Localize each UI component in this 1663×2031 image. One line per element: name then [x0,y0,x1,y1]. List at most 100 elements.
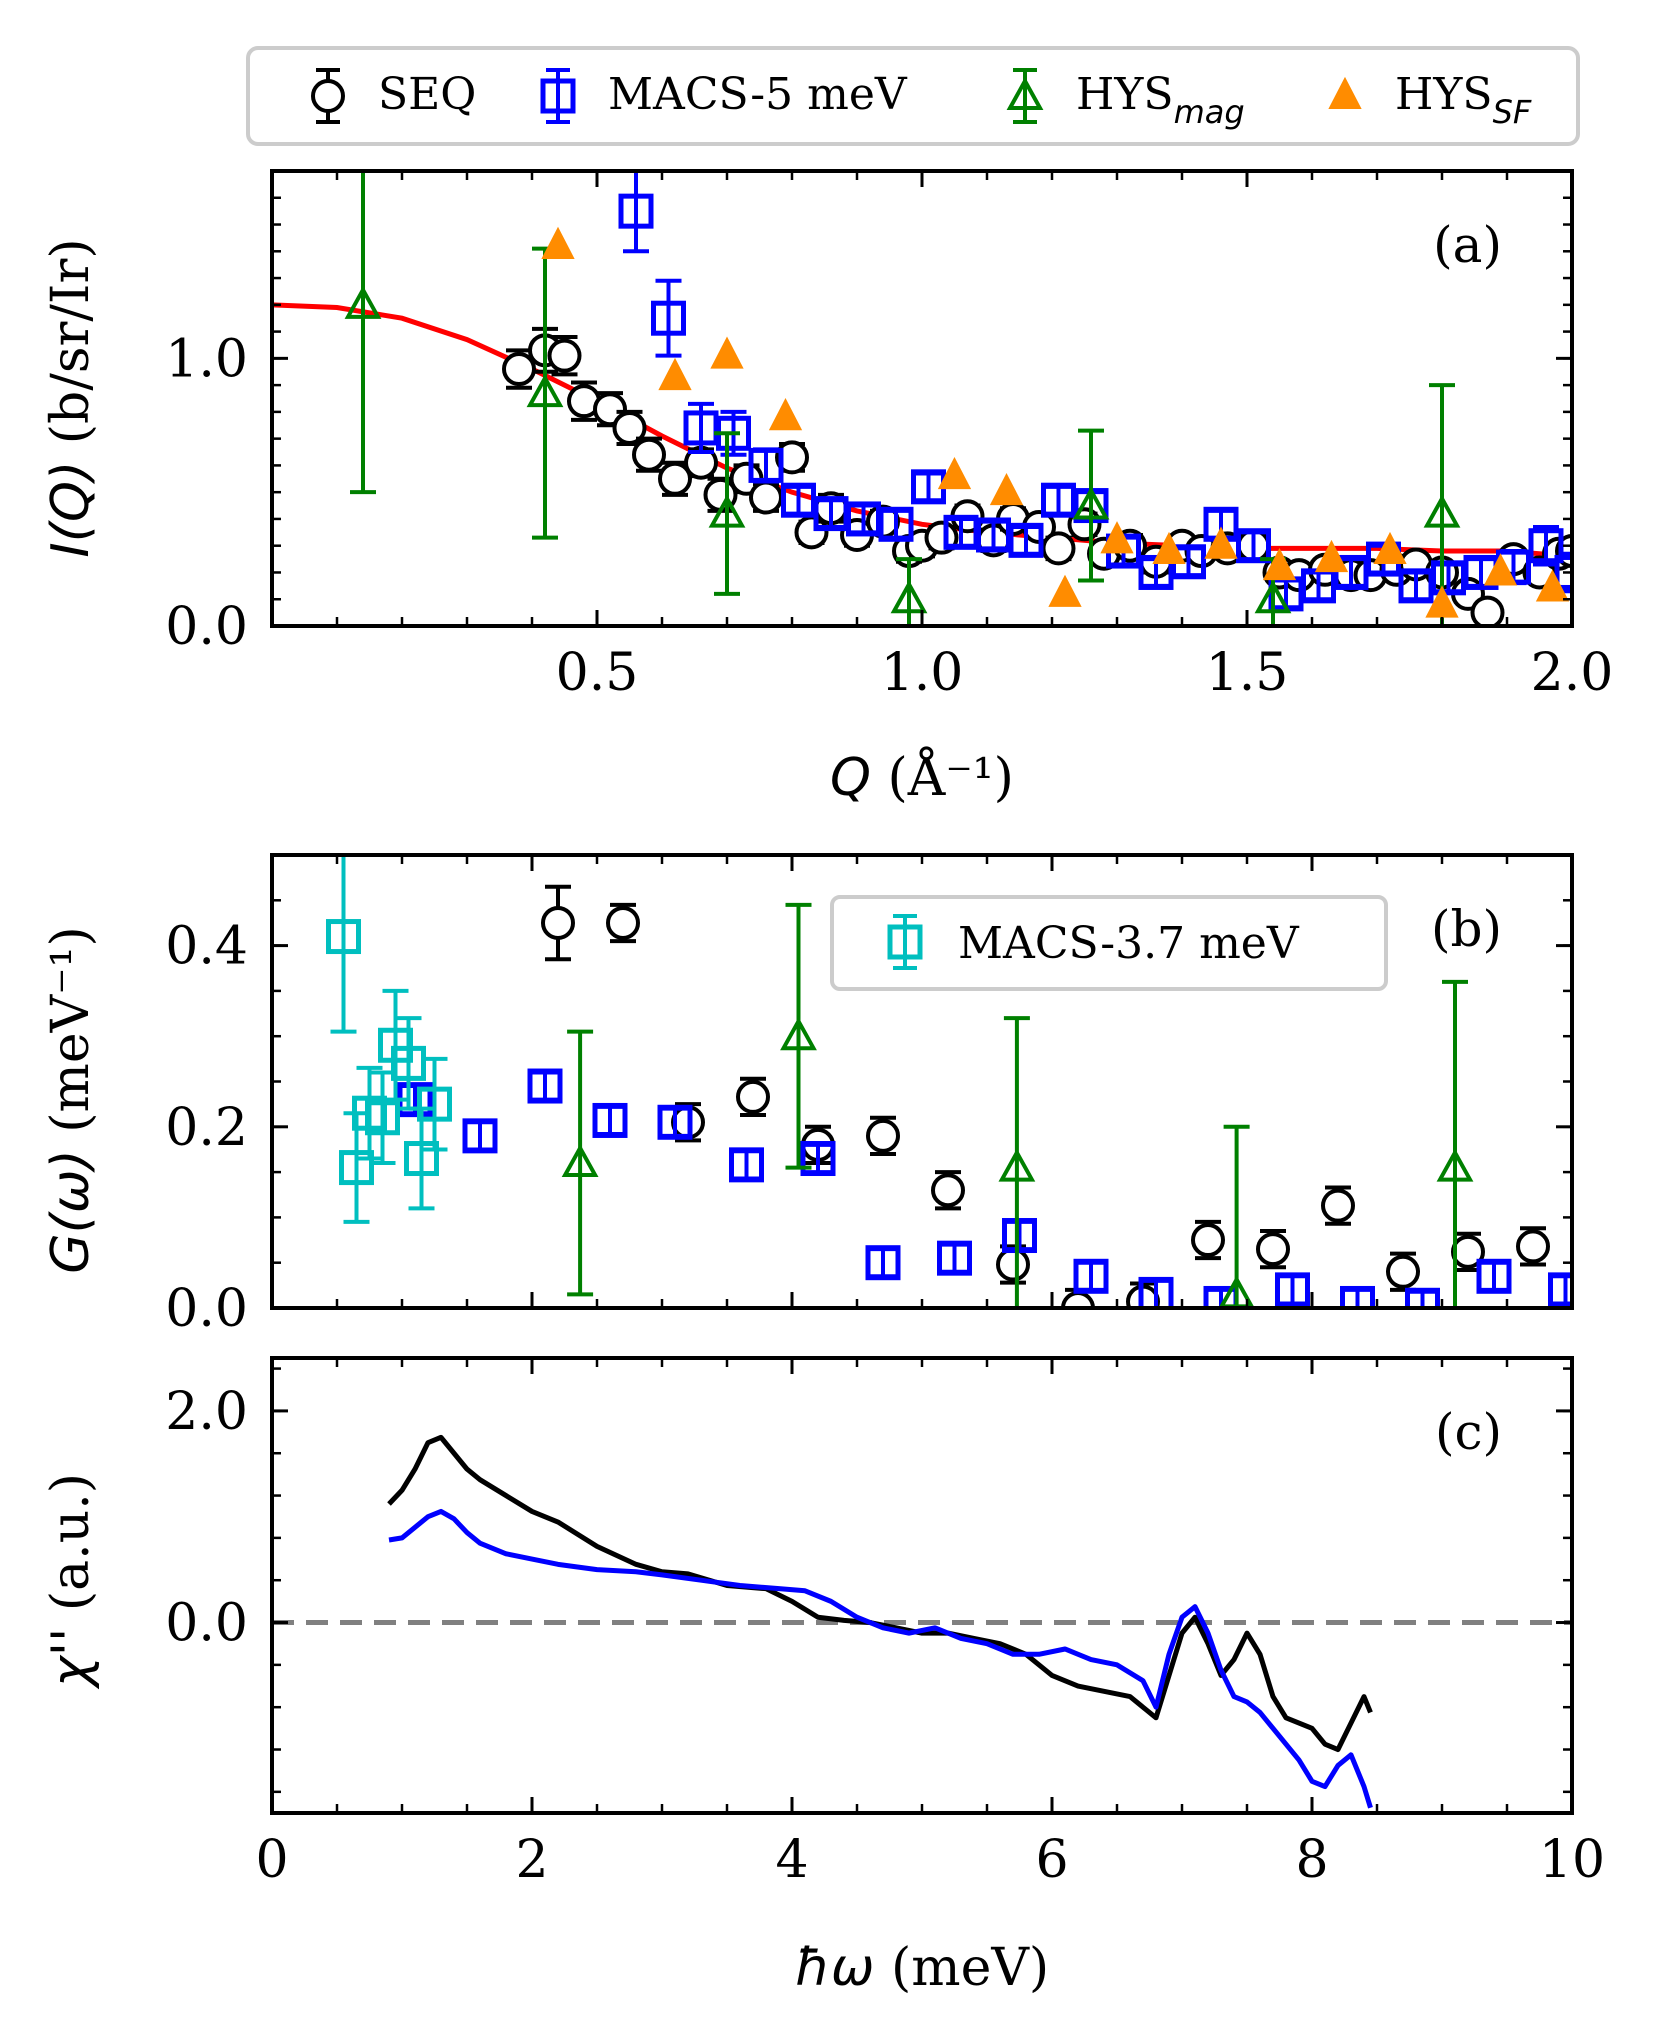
point-seq [866,1118,900,1153]
point-hys-sf [1152,531,1186,565]
point-seq [1256,1232,1290,1267]
point-seq [541,905,575,940]
panel-a-xlabel-italic: Q [830,748,871,808]
legend-entry-seq: SEQ [311,68,476,124]
y-tick-label: 2.0 [165,1382,248,1442]
point-macs-5-mev [1073,1258,1109,1294]
point-macs-5-mev [1236,528,1271,564]
y-tick-label: 0.0 [165,1279,248,1339]
point-hys-mag [890,580,928,614]
legend-label-hys-sf-text: HYSSF [1395,69,1532,131]
point-macs-3-7-mev [404,1141,439,1177]
point-hys-sf [989,472,1024,506]
x-tick-label: 0 [255,1830,288,1890]
x-tick-label: 2.0 [1531,643,1614,703]
legend-marker-shape [540,78,576,114]
point-hys-sf [1425,585,1459,618]
legend-label-hys-sf: HYS [1395,69,1493,120]
legend-label-hys-sf-sub: SF [1493,93,1532,131]
legend-entry-hys-sf: HYSSF [1328,69,1532,131]
point-hys-mag [780,1017,817,1051]
point-seq [658,461,692,496]
panel-a-ylabel-rest: (b/sr/Ir) [41,238,101,460]
panel-c-ticks: 0 2 4 6 8 10 0.0 2.0 [165,1358,1605,1890]
x-tick-label: 6 [1035,1830,1068,1890]
legend-label-hys-mag-text: HYSmag [1076,69,1245,131]
panel-a-frame [270,169,1574,628]
panel-b-ylabel: G(ω) (meV⁻¹) [41,926,101,1273]
panel-c: 0 2 4 6 8 10 0.0 2.0 (c) χ'' (a.u.) ħω (meV) [41,1356,1605,1998]
panel-b-legend-frame [830,895,1388,991]
point-macs-5-mev [878,506,914,542]
panel-a-xlabel: Q (Å⁻¹) [830,746,1014,808]
point-seq [1470,595,1505,626]
legend-label-macs5: MACS-5 meV [608,69,908,120]
fit-curve [272,302,1572,559]
point-macs-5-mev [1476,1258,1512,1294]
point-macs-3-7-mev [326,919,361,955]
point-seq [1386,1254,1420,1289]
series-hys-sf [541,226,1570,618]
y-tick-label: 1.0 [165,329,248,389]
point-macs-5-mev [748,447,784,483]
panel-a-ticks: 0.5 1.0 1.5 2.0 0.0 1.0 [165,169,1614,703]
x-tick-label: 10 [1539,1830,1605,1890]
panel-c-ylabel-italic: χ'' [41,1628,101,1690]
legend-label-hys-mag-sub: mag [1174,93,1245,131]
point-macs-5-mev [462,1118,498,1154]
panel-c-ylabel: χ'' (a.u.) [41,1473,101,1690]
point-seq [502,352,536,387]
point-macs-5-mev [657,1104,693,1140]
point-hys-mag [526,374,564,408]
legend-label-seq: SEQ [378,69,476,120]
point-hys-mag [998,1148,1036,1182]
point-hys-sf [710,336,744,369]
x-tick-label: 2 [515,1830,548,1890]
point-seq [931,1173,965,1208]
panel-b-legend: MACS-3.7 meV [830,895,1388,991]
point-macs-5-mev [618,193,654,229]
point-hys-sf [1483,553,1518,586]
panel-a-label: (a) [1433,216,1502,274]
point-macs-5-mev [1548,1272,1572,1308]
series-macs-3-7-mev [326,855,452,1224]
point-hys-sf [658,357,692,391]
point-hys-sf [1262,547,1297,581]
legend-marker-shape [1006,76,1044,110]
legend-entry-hys-mag: HYSmag [1006,68,1245,131]
point-macs-5-mev [1138,1276,1174,1308]
point-macs-5-mev [729,1147,764,1183]
panel-c-label: (c) [1435,1403,1502,1461]
y-tick-label: 0.0 [165,597,248,657]
point-macs-5-mev [1002,1218,1037,1254]
point-seq [547,338,582,373]
line-macs-5-mev [388,1508,1373,1809]
legend-marker-shape [1328,76,1362,109]
panel-c-xlabel-italic: ħω [795,1938,875,1998]
point-macs-5-mev [800,1141,836,1177]
legend-marker-hys-sf [1328,76,1362,109]
legend-marker-macs5 [540,68,576,124]
point-seq [1321,1188,1355,1223]
series-macs-5-mev [388,1508,1373,1809]
point-hys-sf [1535,569,1570,602]
point-seq [749,480,783,515]
legend-entry-macs5: MACS-5 meV [540,68,908,124]
point-hys-sf [1048,574,1082,607]
panel-a-ylabel: I(Q) (b/sr/Ir) [41,238,101,557]
point-macs-3-7-mev [391,1045,426,1081]
point-hys-mag [708,494,746,528]
point-hys-mag [344,285,382,319]
panel-c-frame [270,1356,1574,1815]
panel-c-xlabel-rest: (meV) [874,1938,1049,1998]
point-hys-mag [561,1143,599,1178]
point-seq [775,440,809,475]
y-tick-label: 0.2 [165,1098,248,1158]
point-macs-5-mev [1554,554,1572,590]
point-hys-sf [1373,531,1407,565]
y-tick-label: 0.4 [165,917,248,977]
point-hys-sf [1100,521,1134,554]
point-macs-5-mev [527,1068,563,1104]
